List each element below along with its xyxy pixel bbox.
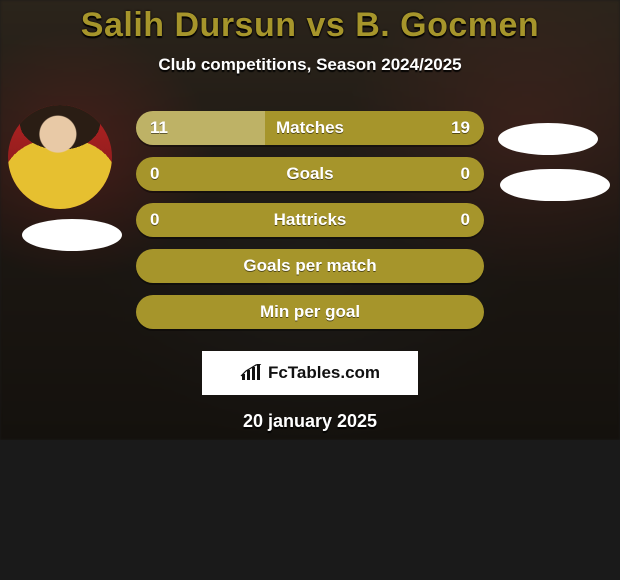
page-title: Salih Dursun vs B. Gocmen	[0, 6, 620, 45]
comparison-area: Matches 11 19 Goals 0 0 Hattricks 0 0 Goals per m…	[0, 97, 620, 337]
stat-value-left: 0	[150, 157, 159, 191]
stat-value-right: 19	[451, 111, 470, 145]
player-right-photo	[498, 123, 598, 155]
date-text: 20 january 2025	[0, 411, 620, 432]
stat-label: Hattricks	[274, 210, 347, 230]
player-left-photo	[8, 105, 112, 209]
stat-value-left: 0	[150, 203, 159, 237]
stat-value-right: 0	[461, 157, 470, 191]
stat-bar: Goals per match	[136, 249, 484, 283]
brand-text: FcTables.com	[268, 363, 380, 383]
stat-value-left: 11	[150, 111, 168, 145]
stat-bar: Hattricks 0 0	[136, 203, 484, 237]
stat-label: Goals	[286, 164, 333, 184]
stat-bars: Matches 11 19 Goals 0 0 Hattricks 0 0 Goals per m…	[136, 111, 484, 341]
stat-label: Min per goal	[260, 302, 360, 322]
club-badge-right	[500, 169, 610, 201]
player-left-face	[8, 105, 112, 209]
brand-box[interactable]: FcTables.com	[202, 351, 418, 395]
background-lower	[0, 440, 620, 580]
stat-bar: Min per goal	[136, 295, 484, 329]
stat-label: Matches	[276, 118, 344, 138]
content: Salih Dursun vs B. Gocmen Club competiti…	[0, 0, 620, 432]
stat-value-right: 0	[461, 203, 470, 237]
stat-bar: Goals 0 0	[136, 157, 484, 191]
chart-icon	[240, 364, 262, 382]
page-subtitle: Club competitions, Season 2024/2025	[0, 55, 620, 75]
stat-bar: Matches 11 19	[136, 111, 484, 145]
club-badge-left	[22, 219, 122, 251]
stat-label: Goals per match	[243, 256, 376, 276]
